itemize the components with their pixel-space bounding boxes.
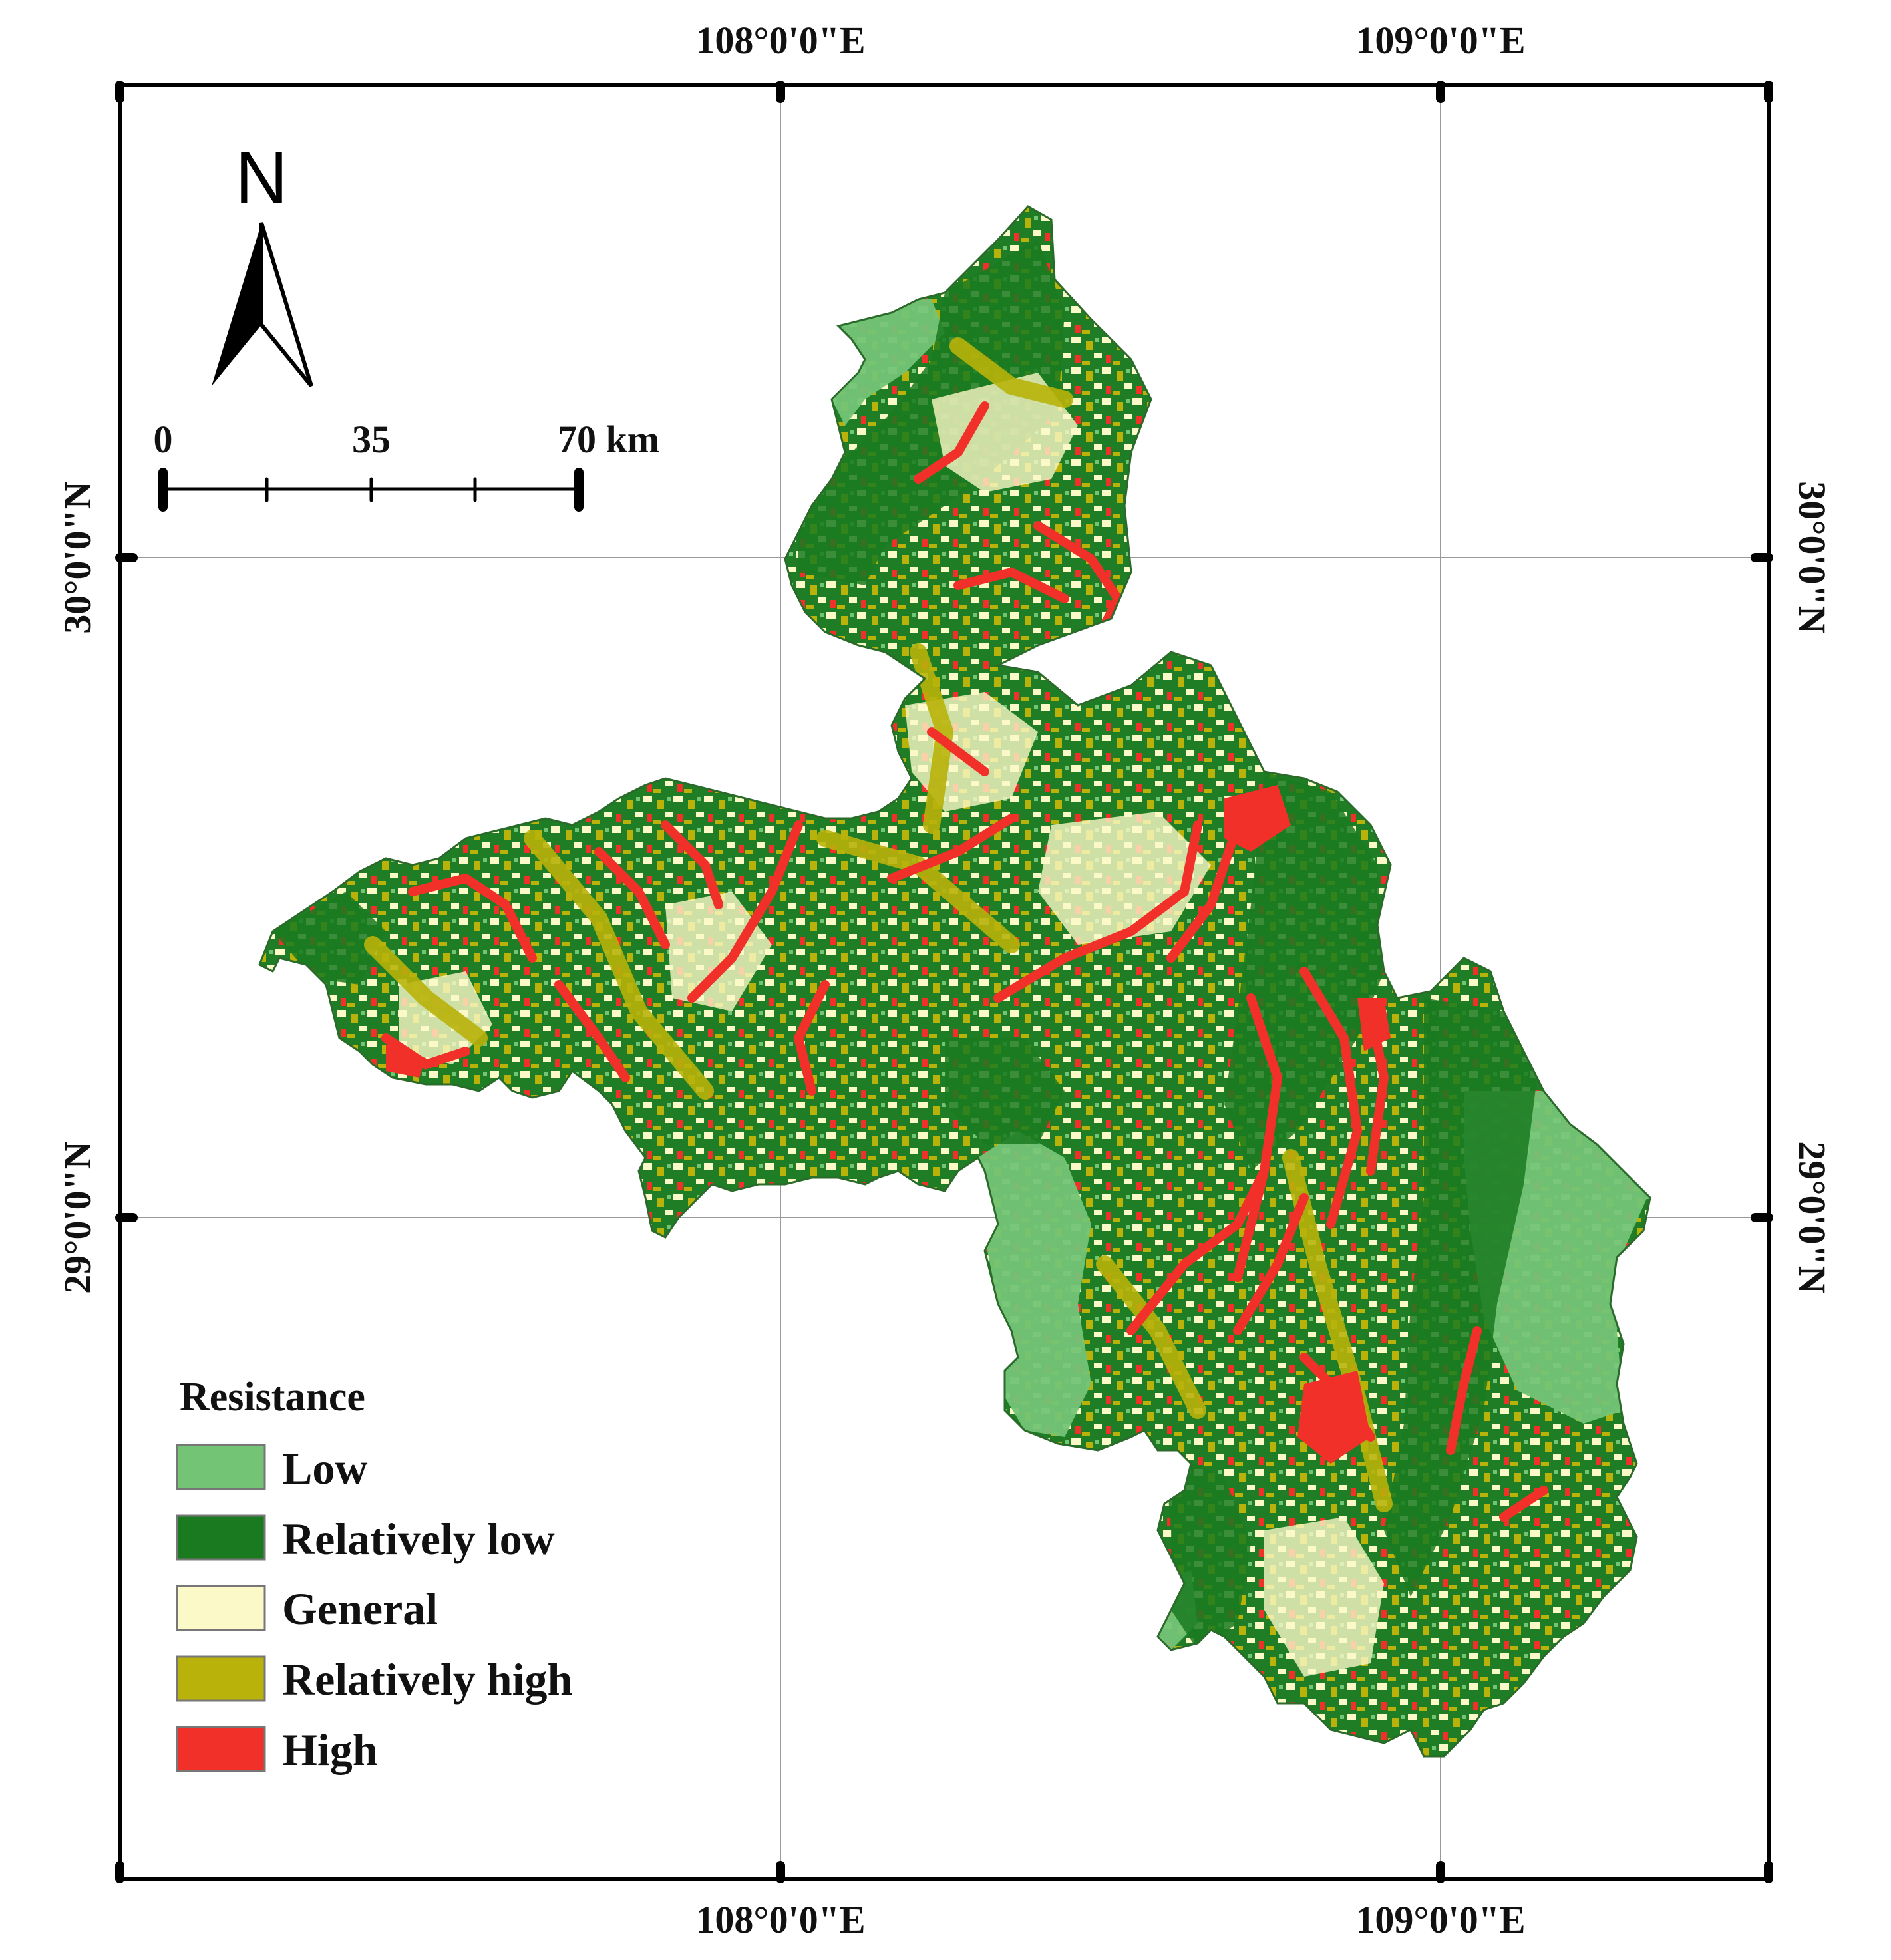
legend-swatch-low [176, 1444, 266, 1490]
legend-label-general: General [282, 1583, 438, 1634]
north-arrow-icon [212, 222, 313, 387]
right-latitude-label-30: 30°0'0"N [1791, 481, 1834, 634]
scale-label-35: 35 [352, 418, 391, 461]
scale-label-0: 0 [154, 418, 173, 461]
region-boundary [258, 205, 1651, 1758]
legend-label-high: High [282, 1724, 378, 1775]
legend-item-relatively-low: Relatively low [176, 1514, 555, 1564]
scale-bar: 0 35 70 km [154, 418, 659, 512]
scale-label-70: 70 km [558, 418, 659, 461]
legend-item-high: High [176, 1724, 378, 1775]
legend-item-relatively-high: Relatively high [176, 1654, 572, 1705]
legend-item-general: General [176, 1583, 438, 1634]
legend-swatch-relatively-low [176, 1514, 266, 1561]
left-latitude-label-30: 30°0'0"N [56, 481, 99, 634]
legend-label-relatively-high: Relatively high [282, 1654, 572, 1705]
legend-title: Resistance [180, 1375, 365, 1420]
left-latitude-label-29: 29°0'0"N [56, 1141, 99, 1294]
right-latitude-label-29: 29°0'0"N [1791, 1141, 1834, 1294]
bottom-longitude-label-108: 108°0'0"E [695, 1898, 865, 1941]
north-arrow: N [212, 137, 313, 387]
legend: Resistance Low Relatively low General Re… [176, 1375, 572, 1775]
legend-label-relatively-low: Relatively low [282, 1514, 555, 1564]
legend-swatch-general [176, 1585, 266, 1631]
legend-label-low: Low [282, 1443, 367, 1494]
legend-item-low: Low [176, 1443, 367, 1494]
bottom-longitude-label-109: 109°0'0"E [1355, 1898, 1525, 1941]
legend-swatch-relatively-high [176, 1655, 266, 1702]
top-longitude-label-108: 108°0'0"E [695, 19, 865, 62]
legend-swatch-high [176, 1726, 266, 1772]
top-longitude-label-109: 109°0'0"E [1355, 19, 1525, 62]
frame-ticks [115, 81, 1773, 1883]
north-arrow-label: N [235, 137, 287, 219]
